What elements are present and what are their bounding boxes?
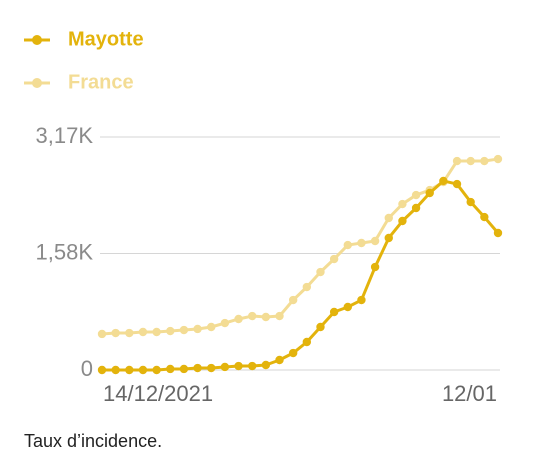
point [493,228,503,238]
point [384,233,393,243]
legend-marker [32,78,42,88]
point [329,307,339,317]
series-line [102,179,500,372]
point [275,311,284,321]
point [370,236,380,246]
point [480,212,489,222]
point [316,267,325,277]
point [234,314,243,324]
point [411,203,421,213]
point [357,238,366,248]
point [302,337,312,347]
point [138,365,148,375]
point [357,295,366,305]
point [343,240,352,250]
caption: Taux d’incidence. [24,431,162,451]
point [97,365,107,375]
point [425,188,434,198]
point [207,322,216,332]
legend-marker [32,35,42,45]
legend-label: Mayotte [68,28,144,50]
legend-label: France [68,71,134,93]
point [439,176,448,186]
point [343,302,352,312]
point [207,363,216,373]
point [152,327,161,337]
point [152,365,161,375]
point [248,311,257,321]
point [370,262,380,272]
point [234,361,243,371]
x-tick-label: 14/12/2021 [103,381,213,406]
point [398,199,407,209]
point [452,156,462,166]
point [220,318,230,328]
point [138,327,148,337]
point [288,295,298,305]
point [248,361,257,371]
point [384,213,393,223]
point [179,325,189,335]
point [288,348,298,358]
point [493,154,503,164]
y-tick-label: 0 [81,356,93,381]
point [193,363,202,373]
point [261,360,271,370]
x-tick-label: 12/01 [442,381,497,406]
point [316,322,325,332]
point [97,329,107,339]
point [220,362,230,372]
point [125,365,134,375]
point [480,156,489,166]
point [193,324,202,334]
point [466,197,475,207]
y-tick-label: 3,17K [36,123,94,148]
point [111,365,120,375]
point [111,328,120,338]
point [411,190,421,200]
point [261,312,271,322]
point [125,328,134,338]
point [452,179,462,189]
point [302,282,312,292]
point [275,355,284,365]
point [329,254,339,264]
y-tick-label: 1,58K [36,239,94,264]
point [166,364,175,374]
point [466,156,475,166]
point [179,364,189,374]
point [166,326,175,336]
point [398,216,407,226]
